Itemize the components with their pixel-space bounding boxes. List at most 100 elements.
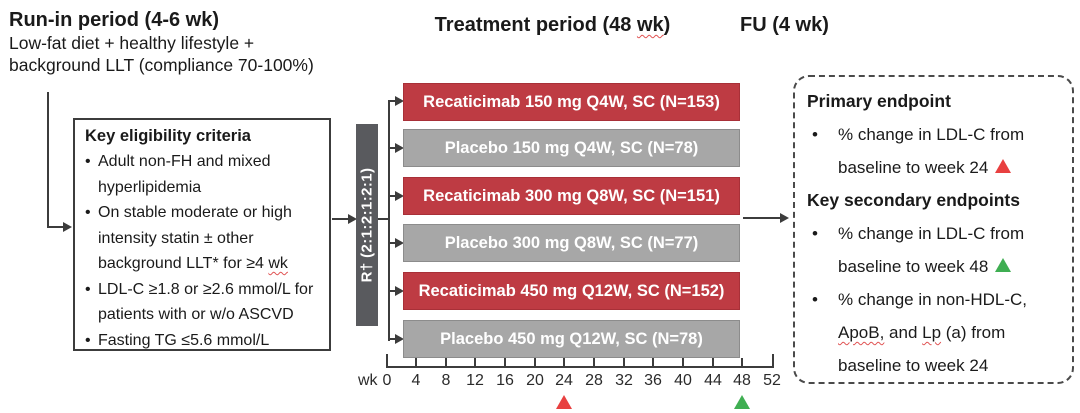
axis-tick (386, 354, 388, 366)
axis-label-8: 8 (441, 372, 451, 389)
axis-tick (652, 358, 654, 366)
randomization-label: R† (2:1:2:1:2:1) (358, 167, 376, 283)
axis-label-40: 40 (674, 372, 692, 389)
bullet-icon: • (85, 204, 91, 221)
primary-endpoint-title: Primary endpoint (807, 91, 951, 111)
axis-label-32: 32 (615, 372, 633, 389)
arm-bar-recaticimab-450-q12w: Recaticimab 450 mg Q12W, SC (N=152) (403, 272, 740, 310)
secondary-endpoint-2-mid: and (884, 323, 923, 342)
arm-label: Placebo 150 mg Q4W, SC (N=78) (444, 138, 699, 157)
secondary-endpoints-title: Key secondary endpoints (807, 190, 1020, 210)
eligibility-item-2: • On stable moderate or high intensity s… (85, 200, 319, 277)
arm-bar-placebo-450-q12w: Placebo 450 mg Q12W, SC (N=78) (403, 320, 740, 358)
primary-endpoint-item: • % change in LDL-C from baseline to wee… (807, 118, 1062, 184)
secondary-endpoint-2-post: (a) from (941, 323, 1006, 342)
axis-tick (563, 358, 565, 366)
branch-line-arm2 (388, 147, 396, 149)
treatment-period-title: Treatment period (48 wk) (425, 14, 680, 37)
eligibility-item-2-line1: On stable moderate or high (98, 204, 292, 221)
endpoints-box: Primary endpoint • % change in LDL-C fro… (793, 75, 1074, 384)
week-axis-line (386, 366, 774, 368)
branch-vertical-line (388, 101, 390, 341)
eligibility-criteria-box: Key eligibility criteria • Adult non-FH … (73, 118, 331, 351)
branch-arrowhead-arm1-icon (395, 96, 404, 106)
axis-tick (772, 354, 774, 366)
treatment-period-title-text: Treatment period (48 (434, 14, 637, 36)
secondary-endpoint-2-apob: ApoB, (838, 323, 885, 342)
axis-tick (534, 358, 536, 366)
bullet-icon: • (85, 153, 91, 170)
arm-label: Placebo 300 mg Q8W, SC (N=77) (444, 233, 699, 252)
elbow-connector-arrowhead-icon (63, 222, 72, 232)
arm-label: Recaticimab 150 mg Q4W, SC (N=153) (423, 92, 720, 111)
branch-line-arm3 (388, 195, 396, 197)
eligibility-item-3-line2: patients with or w/o ASCVD (98, 306, 294, 323)
bullet-icon: • (85, 280, 91, 298)
eligibility-item-2-line3-wk: wk (268, 255, 288, 272)
arm-label: Placebo 450 mg Q12W, SC (N=78) (440, 329, 703, 348)
secondary-endpoint-1-line1: % change in LDL-C from (838, 224, 1025, 243)
branch-line-arm5 (388, 290, 396, 292)
arm-label: Recaticimab 450 mg Q12W, SC (N=152) (418, 281, 725, 300)
week24-primary-marker-icon (556, 395, 572, 409)
axis-tick (445, 358, 447, 366)
axis-label-52: 52 (763, 372, 781, 389)
eligibility-item-1-line2: hyperlipidemia (98, 178, 202, 196)
secondary-endpoint-item-1: • % change in LDL-C from baseline to wee… (807, 217, 1062, 283)
week48-secondary-marker-icon (734, 395, 750, 409)
axis-tick (474, 358, 476, 366)
axis-tick (712, 358, 714, 366)
axis-label-16: 16 (496, 372, 514, 389)
axis-unit-label: wk (358, 372, 378, 389)
axis-tick (682, 358, 684, 366)
eligibility-title: Key eligibility criteria (85, 127, 251, 145)
arrow-to-followup-head-icon (780, 213, 789, 223)
run-in-subtitle-line1: Low-fat diet + healthy lifestyle + (9, 33, 255, 53)
secondary-endpoint-2-line3: baseline to week 24 (838, 356, 989, 375)
arrow-to-randomization-head-icon (348, 214, 357, 224)
branch-arrowhead-arm6-icon (395, 334, 404, 344)
axis-label-44: 44 (704, 372, 722, 389)
primary-endpoint-line2-text: baseline to week 24 (838, 158, 989, 177)
eligibility-item-4-line1: Fasting TG ≤5.6 mmol/L (98, 331, 270, 349)
secondary-endpoint-2-line1: % change in non-HDL-C, (838, 290, 1027, 309)
branch-arrowhead-arm3-icon (395, 191, 404, 201)
axis-label-24: 24 (555, 372, 573, 389)
axis-label-28: 28 (585, 372, 603, 389)
eligibility-item-2-line3: background LLT* for ≥4 wk (98, 251, 319, 277)
branch-stub (378, 218, 389, 220)
branch-line-arm4 (388, 242, 396, 244)
arm-bar-recaticimab-300-q8w: Recaticimab 300 mg Q8W, SC (N=151) (403, 177, 740, 215)
red-triangle-icon (995, 159, 1012, 173)
arm-bar-recaticimab-150-q4w: Recaticimab 150 mg Q4W, SC (N=153) (403, 83, 740, 121)
bullet-icon: • (85, 331, 91, 349)
bullet-icon: • (812, 224, 818, 243)
eligibility-item-3-line1: LDL-C ≥1.8 or ≥2.6 mmol/L for (98, 280, 314, 298)
randomization-bar: R† (2:1:2:1:2:1) (356, 124, 378, 326)
axis-label-4: 4 (411, 372, 421, 389)
secondary-endpoint-item-2: • % change in non-HDL-C, ApoB, and Lp (a… (807, 283, 1062, 382)
run-in-period-block: Run-in period (4-6 wk) Low-fat diet + he… (9, 7, 379, 76)
branch-arrowhead-arm5-icon (395, 286, 404, 296)
arrow-to-randomization (332, 218, 349, 220)
branch-arrowhead-arm2-icon (395, 143, 404, 153)
run-in-period-title: Run-in period (4-6 wk) (9, 9, 219, 31)
green-triangle-icon (995, 258, 1012, 272)
primary-endpoint-line2: baseline to week 24 (838, 151, 1062, 184)
secondary-endpoint-2-lp: Lp (922, 323, 942, 342)
secondary-endpoint-1-line2: baseline to week 48 (838, 250, 1062, 283)
primary-endpoint-line1: % change in LDL-C from (838, 125, 1025, 144)
elbow-connector-horizontal (47, 226, 64, 228)
eligibility-item-1-line1: Adult non-FH and mixed (98, 153, 271, 170)
eligibility-item-1: • Adult non-FH and mixed hyperlipidemia (85, 149, 319, 200)
eligibility-item-2-line3-text: background LLT* for ≥4 (98, 255, 269, 272)
arrow-to-followup (743, 217, 781, 219)
eligibility-item-3: • LDL-C ≥1.8 or ≥2.6 mmol/L for patients… (85, 277, 319, 328)
eligibility-item-2-line2: intensity statin ± other (98, 229, 254, 247)
branch-line-arm6 (388, 338, 396, 340)
axis-tick (504, 358, 506, 366)
follow-up-title: FU (4 wk) (740, 14, 829, 36)
branch-arrowhead-arm4-icon (395, 238, 404, 248)
axis-label-12: 12 (466, 372, 484, 389)
